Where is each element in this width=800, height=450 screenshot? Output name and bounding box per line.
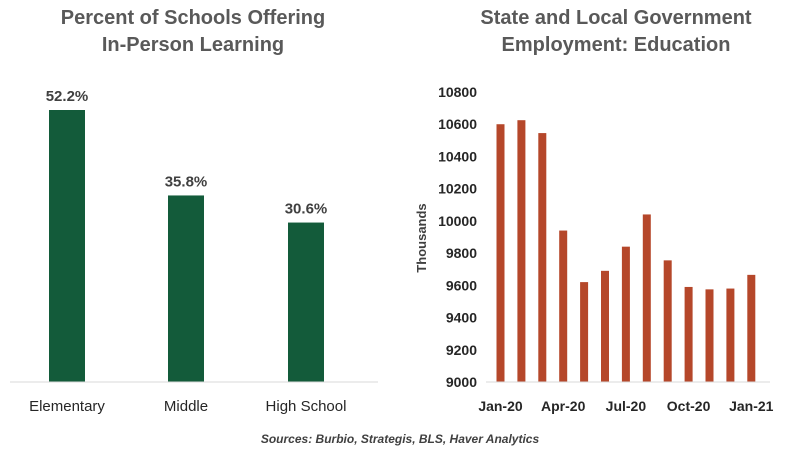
employment-chart: State and Local Government Employment: E… xyxy=(414,7,774,414)
source-note: Sources: Burbio, Strategis, BLS, Haver A… xyxy=(261,432,540,446)
employment-x-tick-label: Jan-20 xyxy=(478,398,523,414)
employment-y-tick-label: 10200 xyxy=(438,181,477,197)
schools-category-label: High School xyxy=(266,398,347,415)
employment-x-tick-label: Oct-20 xyxy=(667,398,711,414)
employment-bar-oct-20 xyxy=(684,286,693,382)
schools-chart-title-line2: In-Person Learning xyxy=(102,34,284,56)
employment-chart-title-line2: Employment: Education xyxy=(502,34,731,56)
schools-chart-title-line1: Percent of Schools Offering xyxy=(61,7,325,29)
employment-bar-jan-21 xyxy=(747,274,756,382)
schools-bar-elementary xyxy=(49,110,85,382)
schools-bar-value-label: 52.2% xyxy=(46,88,89,105)
employment-bar-may-20 xyxy=(580,282,589,382)
employment-bar-nov-20 xyxy=(705,289,714,382)
employment-chart-title-line1: State and Local Government xyxy=(480,7,752,29)
schools-category-label: Elementary xyxy=(29,398,105,415)
employment-y-tick-label: 10800 xyxy=(438,84,477,100)
schools-bar-value-label: 30.6% xyxy=(285,201,328,218)
employment-y-tick-label: 10400 xyxy=(438,148,477,164)
employment-y-tick-label: 9600 xyxy=(446,277,477,293)
employment-y-tick-label: 9400 xyxy=(446,310,477,326)
schools-bar-value-label: 35.8% xyxy=(165,173,208,190)
employment-bar-jul-20 xyxy=(621,246,630,382)
employment-bar-sep-20 xyxy=(663,260,672,382)
employment-bar-dec-20 xyxy=(726,288,735,382)
employment-bar-feb-20 xyxy=(517,120,526,382)
schools-bar-middle xyxy=(168,195,204,382)
employment-x-tick-label: Jan-21 xyxy=(729,398,774,414)
employment-y-axis-title: Thousands xyxy=(414,203,429,272)
employment-bar-jun-20 xyxy=(601,270,609,382)
employment-bar-jan-20 xyxy=(496,124,505,382)
employment-y-tick-label: 10000 xyxy=(438,213,477,229)
employment-bar-aug-20 xyxy=(642,214,651,382)
employment-y-tick-label: 9800 xyxy=(446,245,477,261)
employment-y-tick-label: 9000 xyxy=(446,374,477,390)
employment-y-tick-label: 9200 xyxy=(446,342,477,358)
schools-category-label: Middle xyxy=(164,398,208,415)
employment-x-tick-label: Apr-20 xyxy=(541,398,586,414)
employment-bar-apr-20 xyxy=(559,230,568,382)
employment-y-tick-label: 10600 xyxy=(438,116,477,132)
employment-bar-mar-20 xyxy=(538,133,547,382)
employment-x-tick-label: Jul-20 xyxy=(606,398,647,414)
schools-chart: Percent of Schools Offering In-Person Le… xyxy=(10,7,378,415)
schools-bar-high-school xyxy=(288,222,324,382)
